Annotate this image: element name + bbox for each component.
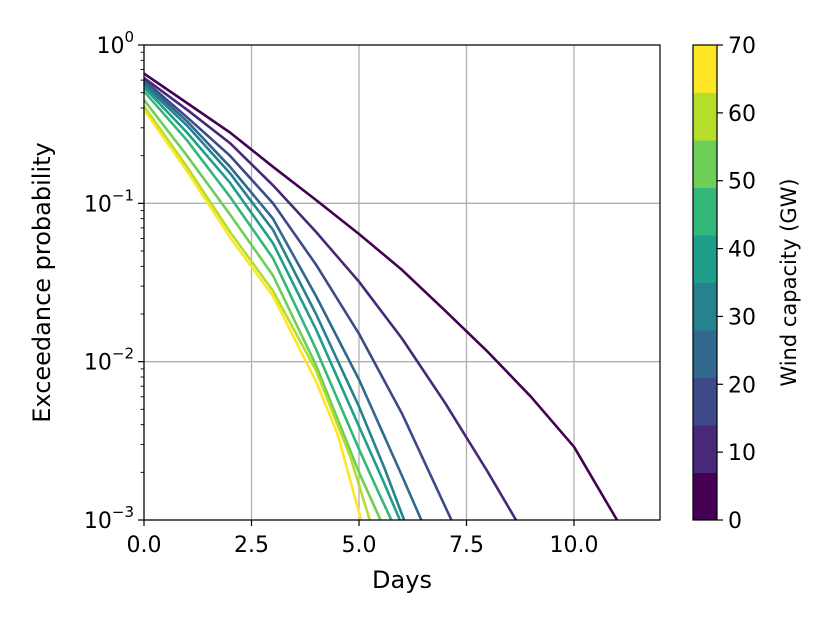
series-line-50gw [143, 86, 402, 521]
series-line-60gw [142, 99, 382, 521]
colorbar-tick-label: 20 [728, 373, 756, 398]
axis-ticks: 0.0 2.5 5.0 7.5 10.0 10−3 10−2 10−1 100 [84, 28, 599, 558]
colorbar-band [693, 45, 717, 93]
colorbar-tick-label: 70 [728, 34, 756, 59]
y-tick-label: 10−3 [84, 503, 134, 534]
colorbar-band [693, 187, 717, 236]
series-line-40gw [143, 83, 406, 521]
colorbar-tick-label: 30 [728, 305, 756, 330]
series-line-65gw [142, 105, 372, 521]
x-tick-label: 7.5 [449, 533, 484, 558]
x-tick-label: 2.5 [234, 533, 269, 558]
colorbar-band [693, 330, 717, 378]
x-axis-label: Days [372, 566, 432, 594]
y-tick-label: 10−1 [84, 186, 134, 217]
y-axis-label: Exceedance probability [28, 142, 56, 422]
colorbar-band [693, 235, 717, 283]
colorbar-tick-label: 60 [728, 102, 756, 127]
colorbar-label: Wind capacity (GW) [777, 178, 801, 386]
grid [143, 44, 660, 521]
colorbar-band [693, 282, 717, 331]
series-lines [142, 72, 619, 521]
colorbar-tick-label: 10 [728, 441, 756, 466]
series-line-0gw [143, 72, 619, 521]
colorbar-tick-label: 50 [728, 170, 756, 195]
x-tick-label: 10.0 [550, 533, 599, 558]
colorbar: 0 10 20 30 40 50 60 70 [692, 34, 756, 534]
colorbar-band [693, 425, 717, 473]
colorbar-band [693, 472, 717, 521]
y-tick-label: 100 [96, 28, 134, 59]
colorbar-band [693, 140, 717, 188]
y-tick-label: 10−2 [84, 345, 134, 376]
series-line-70gw [142, 108, 363, 521]
colorbar-band [693, 377, 717, 426]
series-line-30gw [143, 81, 423, 521]
series-line-20gw [143, 79, 453, 521]
colorbar-tick-label: 0 [728, 509, 742, 534]
x-tick-label: 5.0 [342, 533, 377, 558]
series-line-55gw [143, 90, 393, 521]
colorbar-frame [692, 44, 718, 521]
series-line-10gw [143, 76, 518, 521]
colorbar-tick-label: 40 [728, 238, 756, 263]
x-tick-label: 0.0 [127, 533, 162, 558]
plot-frame [143, 44, 661, 521]
colorbar-band [693, 92, 717, 141]
